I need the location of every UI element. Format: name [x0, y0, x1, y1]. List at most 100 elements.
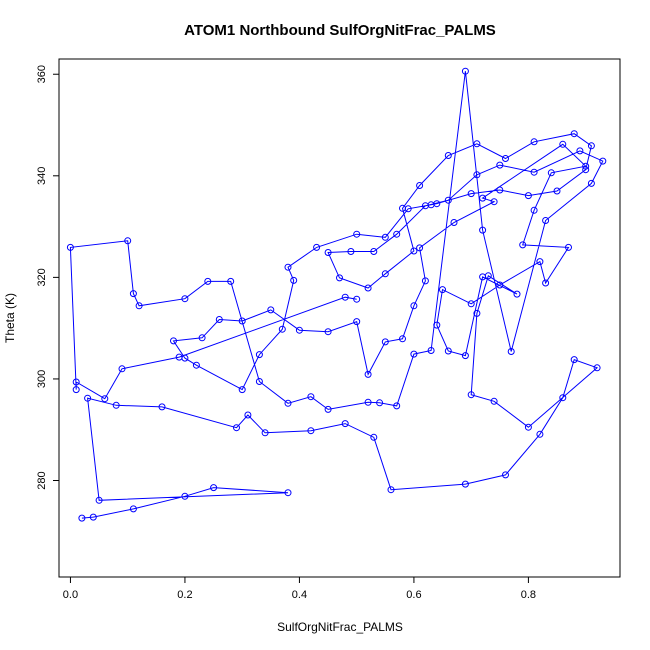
x-tick-label: 0.8: [521, 589, 536, 601]
data-series: [66, 67, 607, 522]
data-point: [95, 496, 103, 504]
data-point: [284, 263, 292, 271]
data-point: [112, 401, 120, 409]
data-point: [542, 279, 550, 287]
data-point: [324, 405, 332, 413]
data-point: [479, 273, 487, 281]
data-point: [444, 347, 452, 355]
data-point: [284, 489, 292, 497]
data-point: [570, 130, 578, 138]
data-point: [290, 276, 298, 284]
data-point: [502, 471, 509, 479]
data-point: [496, 186, 504, 194]
data-point: [479, 226, 487, 234]
data-point: [473, 309, 481, 317]
data-point: [313, 243, 321, 251]
data-point: [370, 248, 378, 255]
data-point: [324, 249, 332, 256]
data-point: [399, 335, 406, 343]
data-point: [467, 190, 475, 198]
data-point: [198, 334, 206, 342]
data-point: [376, 399, 384, 407]
data-point: [565, 243, 572, 251]
data-point: [255, 351, 263, 359]
data-point: [170, 337, 177, 345]
data-point: [341, 420, 349, 428]
data-point: [473, 140, 481, 148]
data-point: [410, 247, 418, 255]
y-tick-label: 300: [36, 370, 48, 388]
data-point: [89, 513, 97, 521]
data-point: [444, 196, 452, 204]
data-point: [192, 361, 200, 369]
data-point: [215, 316, 223, 323]
data-point: [599, 157, 607, 165]
data-point: [118, 365, 126, 373]
data-point: [295, 326, 303, 334]
data-point: [129, 505, 137, 513]
data-point: [307, 393, 315, 401]
data-point: [381, 270, 389, 278]
data-point: [364, 370, 372, 378]
data-point: [341, 293, 349, 301]
data-point: [336, 274, 343, 282]
data-point: [444, 152, 452, 159]
data-point: [101, 395, 109, 403]
data-point: [399, 204, 406, 212]
data-point: [461, 352, 469, 360]
data-point: [267, 306, 275, 314]
data-point: [181, 295, 189, 303]
data-point: [513, 290, 521, 298]
data-point: [370, 433, 378, 441]
x-tick-label: 0.2: [177, 589, 192, 601]
data-point: [582, 162, 590, 170]
data-point: [416, 182, 424, 189]
data-point: [479, 194, 487, 202]
data-point: [393, 230, 401, 238]
data-point: [524, 423, 532, 431]
data-point: [559, 394, 567, 402]
data-point: [72, 386, 80, 394]
data-point: [255, 378, 263, 385]
data-point: [307, 427, 315, 435]
data-point: [530, 168, 538, 176]
x-axis: 0.0 0.2 0.4 0.6 0.8: [63, 576, 536, 601]
data-point: [547, 169, 555, 177]
x-tick-label: 0.0: [63, 589, 78, 601]
data-point: [421, 277, 429, 285]
data-point: [536, 258, 544, 266]
data-point: [524, 192, 532, 200]
data-point: [181, 492, 189, 500]
series-line: [69, 71, 604, 519]
data-point: [353, 318, 361, 326]
data-point: [410, 302, 418, 310]
data-point: [433, 321, 441, 329]
data-point: [433, 200, 441, 208]
y-axis-label: Theta (K): [3, 293, 17, 343]
data-point: [439, 286, 446, 294]
data-point: [353, 230, 361, 238]
data-point: [519, 241, 527, 249]
data-point: [238, 386, 246, 394]
data-point: [364, 398, 372, 406]
data-point: [502, 155, 509, 162]
data-point: [507, 348, 515, 355]
data-point: [158, 403, 166, 411]
data-point: [593, 364, 601, 372]
data-point: [450, 219, 458, 226]
data-point: [393, 402, 401, 410]
y-tick-label: 360: [36, 65, 48, 83]
data-point: [84, 394, 92, 402]
data-point: [238, 317, 246, 325]
data-point: [129, 290, 137, 298]
y-tick-label: 340: [36, 167, 48, 185]
y-tick-label: 320: [36, 268, 48, 286]
plot-frame: [58, 58, 621, 578]
x-axis-label: SulfOrgNitFrac_PALMS: [277, 620, 403, 634]
data-point: [559, 140, 567, 148]
data-point: [364, 284, 372, 292]
data-point: [461, 480, 469, 488]
chart-title: ATOM1 Northbound SulfOrgNitFrac_PALMS: [184, 22, 496, 39]
data-point: [587, 142, 595, 150]
data-point: [244, 411, 252, 419]
